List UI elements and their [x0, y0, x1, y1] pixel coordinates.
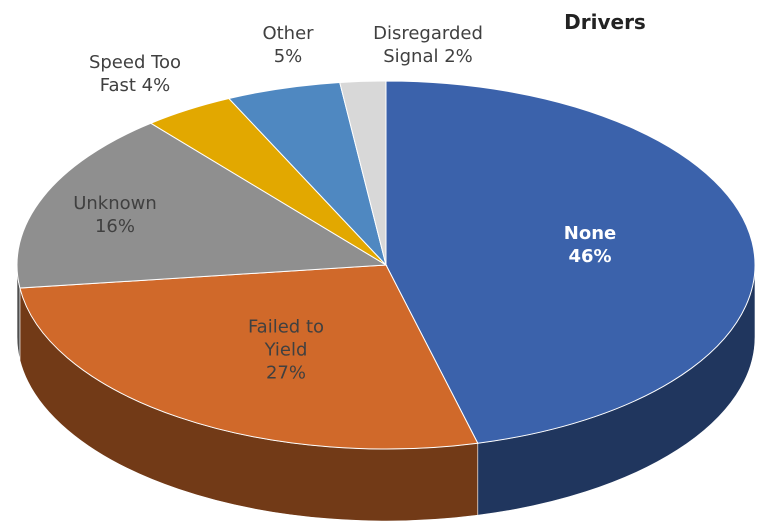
pie-slice: [385, 80, 756, 444]
category-label: Failed to Yield: [247, 316, 325, 361]
value-label: 16%: [94, 216, 135, 237]
pie-slice: [19, 264, 479, 450]
value-label: 46%: [568, 246, 612, 267]
chart-title: Drivers: [564, 10, 646, 34]
category-label: Unknown: [73, 193, 157, 214]
value-label: 5%: [273, 46, 303, 67]
pie-slice: [339, 80, 387, 266]
value-label: 27%: [265, 362, 306, 384]
data-label: None 46%: [535, 222, 645, 268]
data-label: Unknown 16%: [60, 192, 170, 238]
data-label: Failed to Yield 27%: [229, 316, 344, 385]
data-label: Other 5%: [243, 22, 333, 68]
category-label: Other: [262, 23, 314, 44]
data-label: Speed Too Fast 4%: [70, 51, 200, 97]
category-label: Speed Too Fast: [88, 52, 182, 96]
category-label: None: [563, 223, 617, 244]
pie-slice: [16, 122, 388, 289]
value-label: 4%: [141, 75, 171, 96]
value-label: 2%: [444, 46, 473, 67]
data-label: Disregarded Signal 2%: [353, 22, 503, 68]
category-label: Disregarded Signal: [373, 23, 483, 67]
